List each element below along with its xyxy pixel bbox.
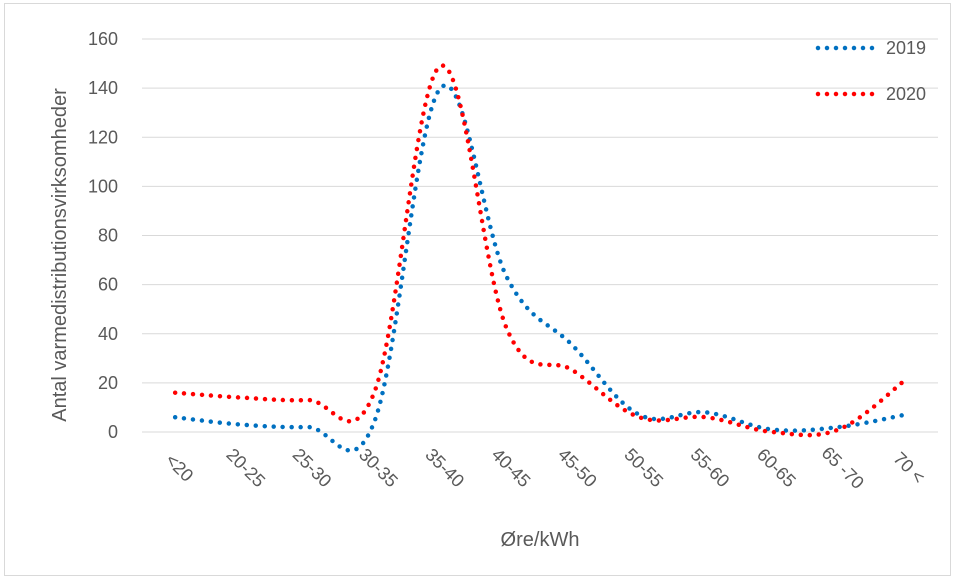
gridlines	[142, 38, 938, 433]
y-tick-label: 0	[108, 422, 118, 442]
x-tick-label: <20	[162, 450, 198, 486]
legend-label-2020: 2020	[886, 84, 926, 104]
series-line-2019	[172, 83, 908, 453]
legend: 2019 2020	[815, 38, 926, 104]
x-tick-label: 35-40	[421, 444, 468, 491]
y-axis-title: Antal varmedistributionsvirksomheder	[49, 88, 71, 422]
x-tick-label: 60-65	[753, 444, 800, 491]
x-tick-label: 70 <	[889, 448, 928, 487]
y-tick-label: 80	[98, 226, 118, 246]
x-tick-label: 20-25	[222, 444, 269, 491]
legend-label-2019: 2019	[886, 38, 926, 58]
chart-frame	[4, 3, 951, 576]
y-tick-label: 40	[98, 324, 118, 344]
x-tick-label: 30-35	[355, 444, 402, 491]
y-tick-label: 100	[88, 176, 118, 196]
y-tick-label: 60	[98, 275, 118, 295]
x-tick-label: 40-45	[488, 444, 535, 491]
series-lines	[172, 63, 908, 453]
x-tick-label: 65 -70	[818, 443, 868, 493]
x-tick-label: 55-60	[687, 444, 734, 491]
x-axis-title: Øre/kWh	[501, 529, 580, 551]
y-tick-label: 120	[88, 127, 118, 147]
y-axis-tick-labels: 0 20 40 60 80 100 120 140 160	[88, 29, 118, 442]
y-tick-label: 140	[88, 78, 118, 98]
x-tick-label: 45-50	[554, 444, 601, 491]
x-tick-label: 50-55	[620, 444, 667, 491]
y-tick-label: 20	[98, 373, 118, 393]
x-tick-label: 25-30	[289, 444, 336, 491]
x-axis-tick-labels: <20 20-25 25-30 30-35 35-40 40-45 45-50 50-55 55…	[162, 443, 929, 493]
y-tick-label: 160	[88, 29, 118, 49]
series-line-2020	[172, 63, 908, 438]
